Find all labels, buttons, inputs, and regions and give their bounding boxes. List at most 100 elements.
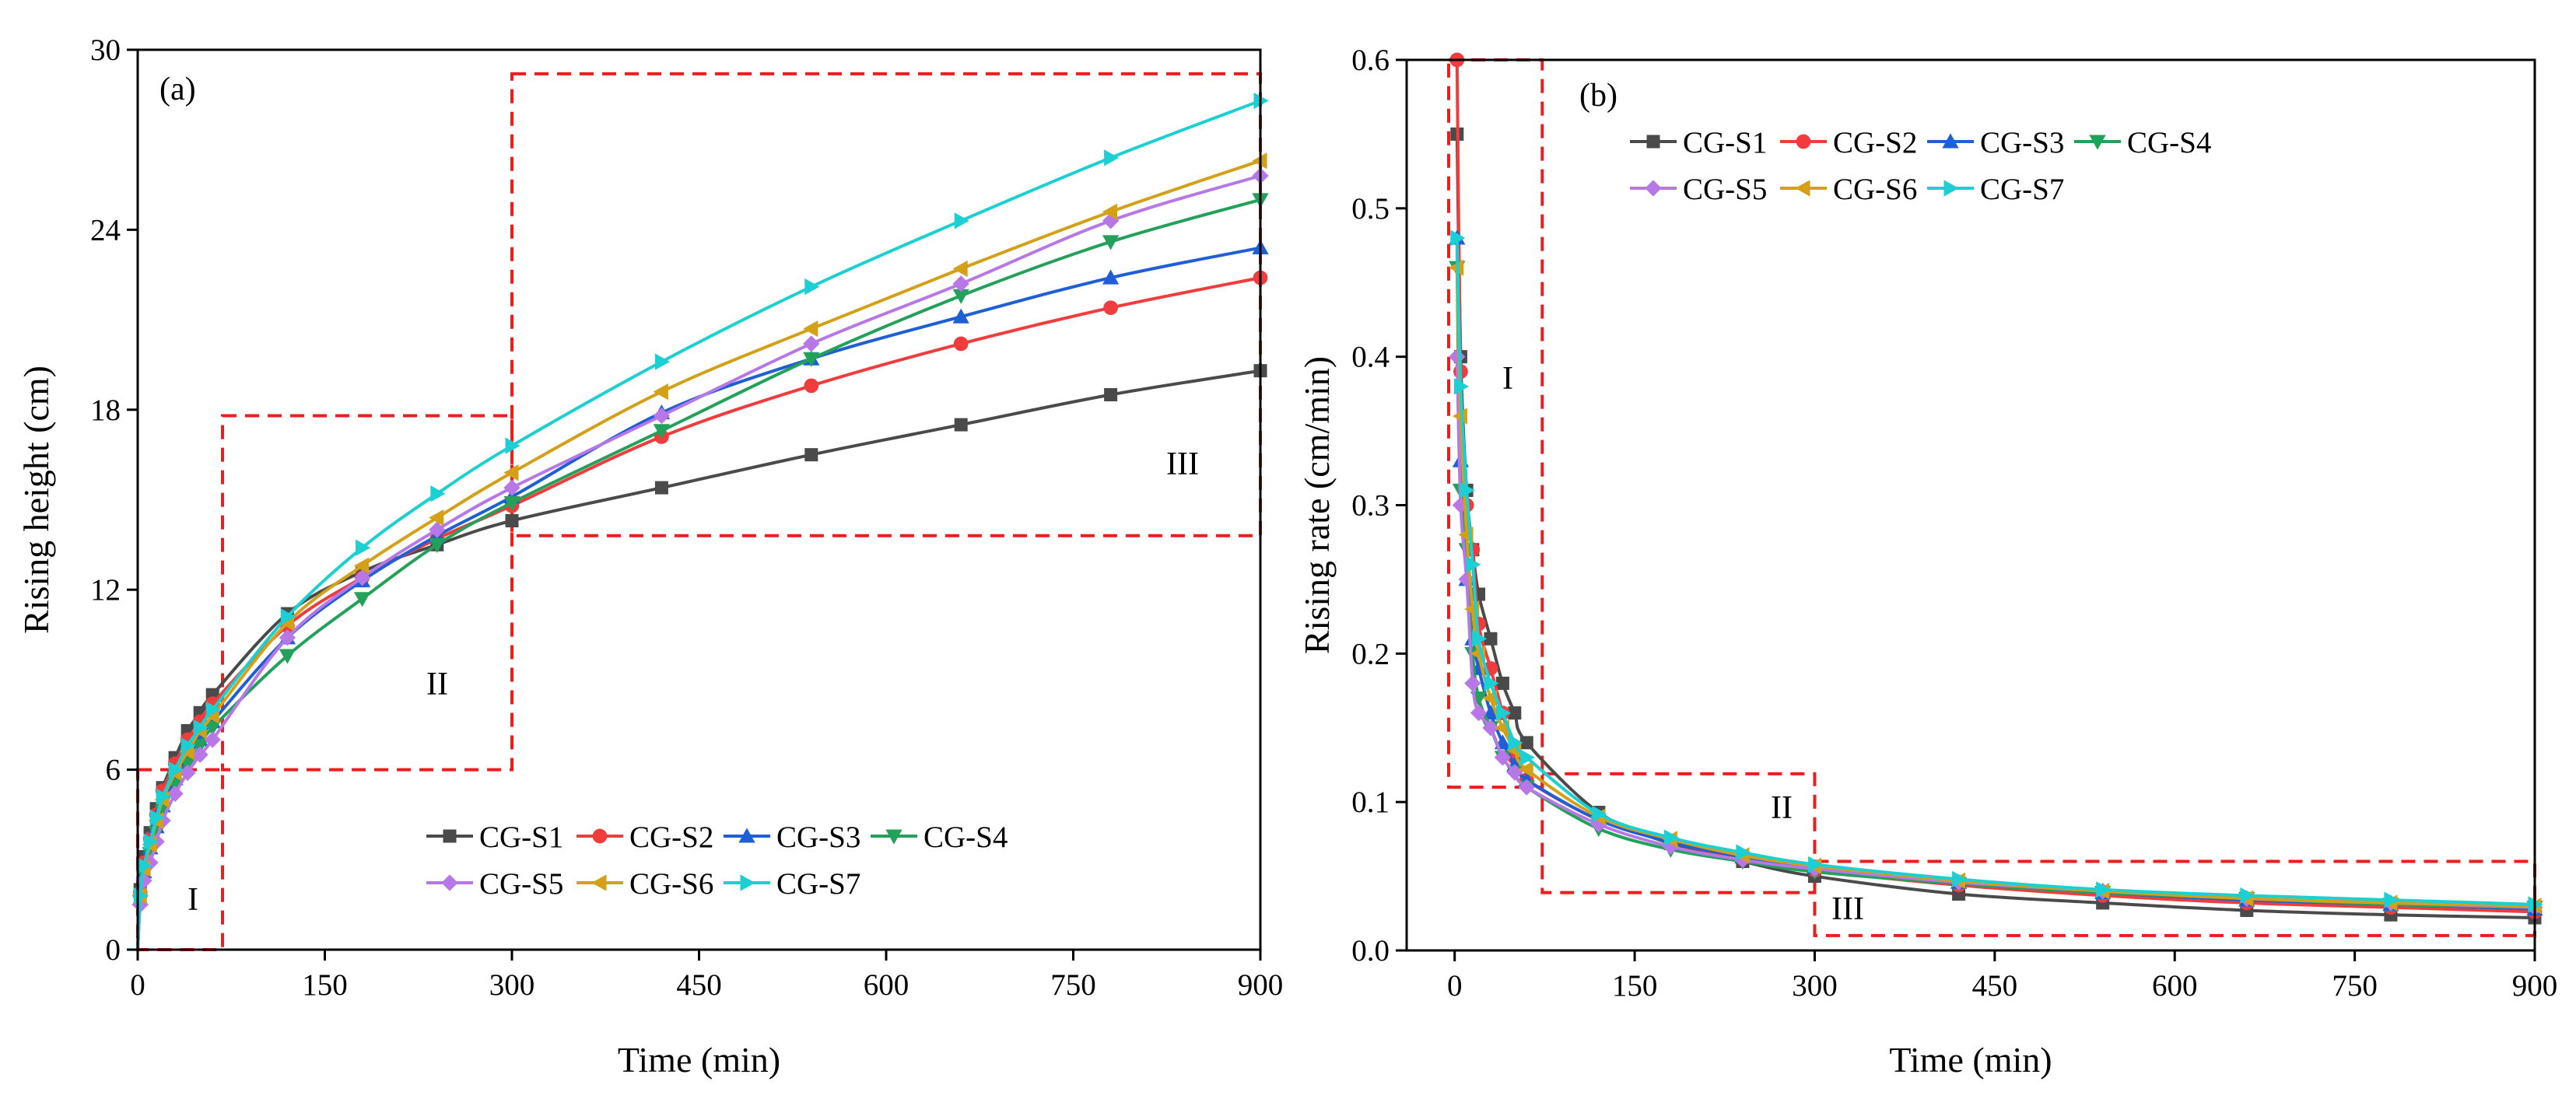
legend-item-CG-S4: CG-S4 — [2074, 126, 2211, 159]
data-point-CG-S5 — [179, 764, 196, 782]
series-line-CG-S3 — [1455, 237, 2536, 911]
data-point-CG-S7 — [804, 278, 820, 296]
data-point-CG-S6 — [353, 557, 370, 574]
data-point-CG-S7 — [156, 788, 171, 805]
data-point-CG-S5 — [653, 407, 671, 425]
legend-item-CG-S6: CG-S6 — [1780, 173, 1917, 206]
x-tick-label: 900 — [2512, 969, 2558, 1003]
x-tick-label: 0 — [130, 968, 145, 1002]
data-point-CG-S7 — [1453, 378, 1470, 395]
data-point-CG-S7 — [1104, 149, 1120, 166]
data-point-CG-S7 — [2096, 881, 2112, 898]
data-point-CG-S4 — [952, 289, 969, 304]
data-point-CG-S5 — [1470, 705, 1488, 722]
legend-label: CG-S4 — [924, 821, 1008, 854]
x-tick-label: 450 — [676, 968, 722, 1002]
x-tick-label: 300 — [489, 968, 535, 1002]
series-line-CG-S1 — [1455, 134, 2536, 920]
legend-label: CG-S7 — [1980, 173, 2064, 206]
y-tick-label: 12 — [90, 573, 121, 607]
data-point-CG-S7 — [280, 608, 296, 625]
data-point-CG-S5 — [1518, 779, 1535, 796]
data-point-CG-S2 — [1103, 300, 1118, 316]
data-point-CG-S5 — [803, 335, 820, 352]
legend-marker — [1796, 134, 1811, 149]
y-tick-label: 6 — [106, 754, 121, 787]
legend-item-CG-S4: CG-S4 — [871, 821, 1008, 854]
zone-label-II: II — [1771, 790, 1793, 826]
data-point-CG-S7 — [356, 539, 371, 556]
legend: CG-S1 CG-S2 CG-S3 CG-S4 CG-S5 CG-S6 CG-S7 — [426, 821, 1008, 901]
legend-item-CG-S3: CG-S3 — [1927, 126, 2064, 159]
legend-label: CG-S5 — [479, 867, 563, 901]
x-tick-label: 600 — [864, 968, 909, 1002]
data-point-CG-S7 — [1460, 481, 1475, 499]
data-point-CG-S2 — [953, 336, 969, 352]
data-point-CG-S4 — [503, 495, 520, 511]
data-point-CG-S3 — [1102, 269, 1120, 285]
data-point-CG-S4 — [1102, 235, 1120, 250]
legend: CG-S1 CG-S2 CG-S3 CG-S4 CG-S5 CG-S6 CG-S7 — [1630, 126, 2211, 206]
data-point-CG-S7 — [168, 761, 184, 779]
legend-label: CG-S7 — [776, 867, 860, 901]
data-point-CG-S1 — [1104, 388, 1118, 402]
legend-label: CG-S1 — [1683, 126, 1767, 159]
series-line-CG-S4 — [1455, 268, 2536, 909]
data-point-CG-S7 — [505, 437, 520, 454]
data-point-CG-S1 — [804, 448, 818, 462]
x-tick-label: 750 — [2332, 969, 2378, 1003]
legend-item-CG-S1: CG-S1 — [1630, 126, 1767, 159]
legend-marker — [441, 874, 458, 891]
y-tick-label: 24 — [90, 213, 121, 247]
legend-item-CG-S2: CG-S2 — [1780, 126, 1917, 159]
series-line-CG-S6 — [1455, 268, 2536, 908]
legend-label: CG-S6 — [629, 867, 713, 901]
legend-marker — [738, 828, 755, 843]
x-axis-label: Time (min) — [1889, 1040, 2052, 1080]
legend-label: CG-S3 — [1980, 126, 2064, 159]
legend-label: CG-S5 — [1683, 173, 1767, 206]
legend-label: CG-S2 — [1833, 126, 1917, 159]
data-point-CG-S7 — [1472, 630, 1488, 647]
legend-marker — [2089, 135, 2106, 150]
data-point-CG-S6 — [653, 383, 668, 401]
x-tick-label: 0 — [1447, 969, 1463, 1003]
zone-label-III: III — [1166, 446, 1199, 482]
data-point-CG-S7 — [1508, 734, 1523, 751]
data-point-CG-S7 — [1807, 856, 1824, 873]
zone-label-III: III — [1831, 891, 1864, 927]
y-tick-label: 30 — [90, 33, 121, 67]
data-point-CG-S7 — [1495, 705, 1512, 722]
data-point-CG-S5 — [353, 569, 371, 586]
x-axis-label: Time (min) — [618, 1040, 780, 1080]
legend-marker — [1942, 133, 1959, 149]
data-point-CG-S4 — [803, 352, 820, 367]
data-point-CG-S5 — [952, 275, 969, 292]
legend-label: CG-S2 — [629, 821, 713, 854]
data-point-CG-S5 — [1102, 212, 1120, 229]
panel-label: (a) — [159, 72, 196, 107]
data-point-CG-S7 — [193, 719, 209, 737]
y-tick-label: 0.4 — [1351, 341, 1390, 374]
data-point-CG-S5 — [503, 479, 520, 496]
legend-marker — [1646, 135, 1660, 149]
legend-marker — [1645, 180, 1662, 197]
data-point-CG-S7 — [1466, 556, 1481, 573]
data-point-CG-S6 — [803, 320, 818, 338]
data-point-CG-S7 — [2240, 887, 2255, 905]
data-point-CG-S5 — [204, 731, 221, 748]
data-point-CG-S7 — [430, 485, 446, 502]
data-point-CG-S7 — [1952, 870, 1968, 888]
legend-marker — [1795, 180, 1810, 197]
legend-label: CG-S4 — [2127, 126, 2211, 159]
y-axis-label: Rising height (cm) — [16, 366, 56, 634]
legend-item-CG-S6: CG-S6 — [577, 867, 713, 901]
data-point-CG-S7 — [1663, 829, 1679, 846]
legend-item-CG-S7: CG-S7 — [724, 867, 860, 901]
data-point-CG-S7 — [205, 701, 221, 719]
data-point-CG-S7 — [143, 833, 159, 850]
y-tick-label: 0.3 — [1351, 489, 1390, 523]
series-group — [131, 92, 1269, 950]
